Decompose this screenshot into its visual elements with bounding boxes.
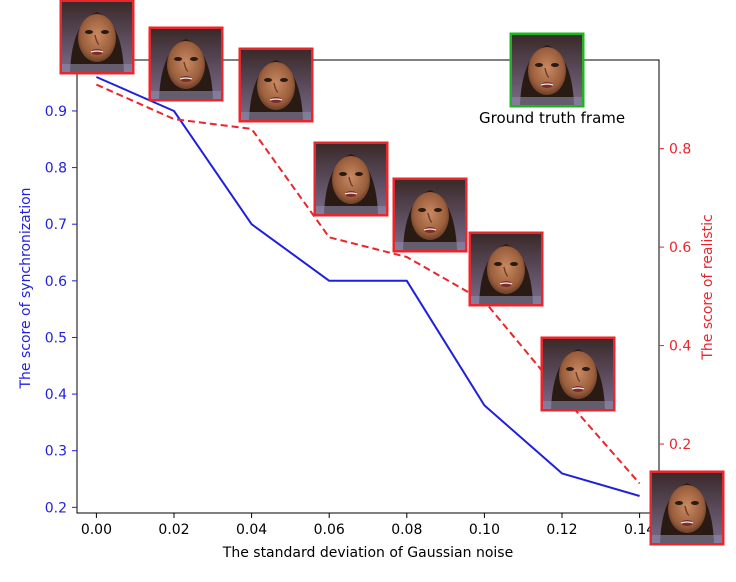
left-axis-ticks: 0.2 0.3 0.4 0.5 0.6 0.7 0.8 0.9 [45, 104, 77, 516]
left-tick-label: 0.4 [45, 387, 67, 403]
plot-frame [76, 59, 660, 514]
left-tick-label: 0.9 [45, 104, 67, 120]
face-thumbnail [649, 470, 725, 546]
right-axis-ticks: 0.2 0.4 0.6 0.8 [659, 142, 691, 453]
left-tick-label: 0.6 [45, 274, 67, 290]
face-thumbnail [468, 231, 544, 307]
left-tick-label: 0.7 [45, 217, 67, 233]
right-tick-label: 0.2 [669, 437, 691, 453]
face-thumbnail [59, 0, 135, 75]
right-tick-label: 0.6 [669, 240, 691, 256]
x-tick-label: 0.00 [81, 522, 112, 538]
x-axis-title: The standard deviation of Gaussian noise [222, 545, 513, 561]
right-tick-label: 0.4 [669, 339, 691, 355]
right-axis-title: The score of realistic [700, 214, 716, 360]
left-axis-title: The score of synchronization [18, 187, 34, 389]
x-tick-label: 0.08 [391, 522, 422, 538]
face-thumbnail [238, 47, 314, 123]
series-layer [95, 76, 641, 497]
left-tick-label: 0.2 [45, 500, 67, 516]
x-tick-label: 0.06 [314, 522, 345, 538]
face-thumbnail [540, 336, 616, 412]
x-tick-label: 0.14 [624, 522, 655, 538]
left-tick-label: 0.5 [45, 330, 67, 346]
synchronization-series-line [95, 76, 640, 497]
x-tick-label: 0.02 [158, 522, 189, 538]
x-tick-label: 0.04 [236, 522, 267, 538]
x-tick-label: 0.12 [546, 522, 577, 538]
right-tick-label: 0.8 [669, 142, 691, 158]
left-tick-label: 0.3 [45, 444, 67, 460]
ground-truth-thumbnail [509, 32, 585, 108]
face-thumbnail [148, 26, 224, 102]
left-tick-label: 0.8 [45, 161, 67, 177]
face-thumbnail [313, 141, 389, 217]
face-thumbnail [392, 177, 468, 253]
ground-truth-label: Ground truth frame [479, 109, 625, 127]
x-axis-ticks: 0.00 0.02 0.04 0.06 0.08 0.10 0.12 0.14 [81, 513, 655, 538]
x-tick-label: 0.10 [469, 522, 500, 538]
